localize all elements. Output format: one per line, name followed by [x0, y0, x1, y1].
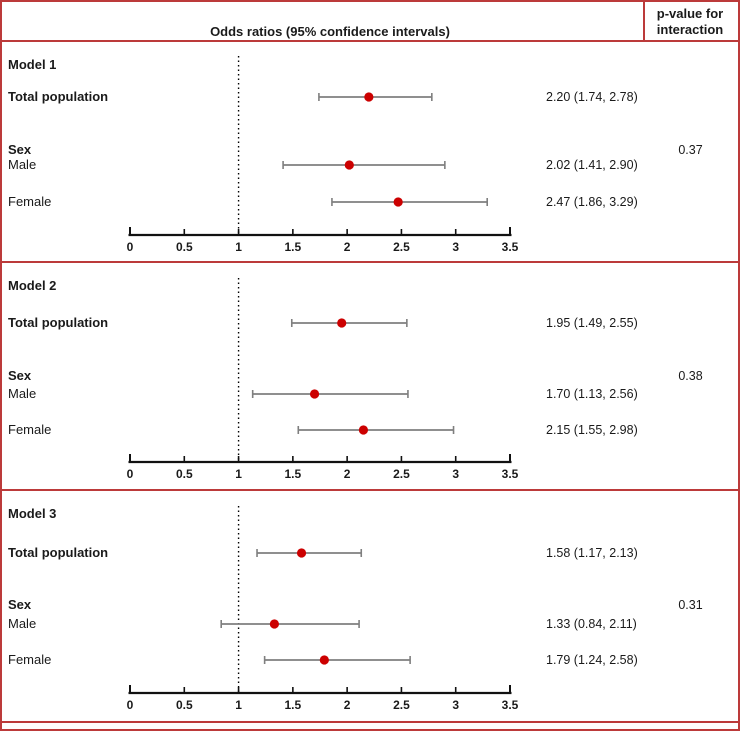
tick-label: 2.5 — [393, 240, 410, 254]
row-label-male: Male — [8, 616, 37, 631]
row-label-female: Female — [8, 422, 52, 437]
model-title: Model 1 — [8, 57, 57, 72]
panel-model-3: 0 0.5 1 1.5 2 2.5 3 3.5 Model 3 Sex Total populati… — [0, 490, 740, 722]
border-top — [0, 0, 740, 2]
row-label-total-population: Total population — [8, 89, 109, 104]
tick-label: 0.5 — [176, 240, 193, 254]
or-ci-text: 1.58 (1.17, 2.13) — [546, 546, 638, 560]
point-estimate-dot — [358, 425, 369, 435]
point-estimate-dot — [393, 197, 403, 207]
point-estimate-dot — [309, 389, 320, 399]
tick-label: 0 — [127, 240, 134, 254]
header-divider — [0, 40, 740, 42]
group-label-sex: Sex — [8, 142, 32, 157]
row-label-male: Male — [8, 386, 37, 401]
plot-svg: 0 0.5 1 1.5 2 2.5 3 3.5 — [127, 56, 519, 254]
tick-label: 1.5 — [285, 698, 302, 712]
row-label-total-population: Total population — [8, 545, 109, 560]
point-estimate-dot — [344, 160, 354, 170]
or-ci-text: 2.47 (1.86, 3.29) — [546, 195, 638, 209]
point-estimate-dot — [296, 548, 307, 558]
row-label-female: Female — [8, 652, 52, 667]
tick-label: 0 — [127, 698, 134, 712]
point-estimate-dot — [364, 92, 374, 102]
tick-label: 2 — [344, 240, 351, 254]
tick-label: 0 — [127, 467, 134, 481]
border-right — [738, 0, 740, 731]
panel-model-2: 0 0.5 1 1.5 2 2.5 3 3.5 Model 2 Sex Total populati… — [0, 262, 740, 490]
tick-label: 3.5 — [502, 698, 519, 712]
row-label-male: Male — [8, 157, 37, 172]
group-label-sex: Sex — [8, 597, 32, 612]
point-estimate-dot — [319, 655, 329, 665]
model-title: Model 3 — [8, 506, 57, 521]
tick-label: 1.5 — [285, 240, 302, 254]
or-ci-text: 1.33 (0.84, 2.11) — [546, 617, 637, 631]
p-interaction-value: 0.31 — [678, 598, 703, 612]
or-ci-text: 2.15 (1.55, 2.98) — [546, 423, 638, 437]
or-ci-text: 1.95 (1.49, 2.55) — [546, 316, 638, 330]
tick-label: 3 — [452, 240, 459, 254]
tick-label: 3 — [452, 698, 459, 712]
tick-label: 1.5 — [285, 467, 302, 481]
p-interaction-value: 0.38 — [678, 369, 703, 383]
border-bottom — [0, 729, 740, 731]
tick-label: 0.5 — [176, 467, 193, 481]
plot-svg: 0 0.5 1 1.5 2 2.5 3 3.5 — [127, 278, 519, 481]
border-left — [0, 0, 2, 731]
tick-label: 3 — [452, 467, 459, 481]
tick-label: 3.5 — [502, 240, 519, 254]
model-title: Model 2 — [8, 278, 57, 293]
point-estimate-dot — [337, 318, 347, 328]
panel-divider-2 — [0, 489, 740, 491]
point-estimate-dot — [269, 619, 279, 629]
tick-label: 2 — [344, 698, 351, 712]
or-ci-text: 1.70 (1.13, 2.56) — [546, 387, 638, 401]
or-ci-text: 1.79 (1.24, 2.58) — [546, 653, 638, 667]
row-label-female: Female — [8, 194, 52, 209]
p-interaction-value: 0.37 — [678, 143, 703, 157]
group-label-sex: Sex — [8, 368, 32, 383]
pvalue-column-header: p-value for interaction — [656, 6, 724, 37]
tick-label: 2 — [344, 467, 351, 481]
tick-label: 1 — [235, 467, 242, 481]
tick-label: 1 — [235, 698, 242, 712]
panel-divider-3 — [0, 721, 740, 723]
tick-label: 1 — [235, 240, 242, 254]
row-label-total-population: Total population — [8, 315, 109, 330]
pvalue-header-separator — [643, 0, 645, 42]
tick-label: 3.5 — [502, 467, 519, 481]
plot-svg: 0 0.5 1 1.5 2 2.5 3 3.5 — [127, 506, 519, 712]
or-ci-text: 2.20 (1.74, 2.78) — [546, 90, 638, 104]
tick-label: 2.5 — [393, 467, 410, 481]
tick-label: 2.5 — [393, 698, 410, 712]
panel-model-1: 0 0.5 1 1.5 2 2.5 3 3.5 Model 1 Sex Total populati… — [0, 40, 740, 262]
figure-title: Odds ratios (95% confidence intervals) — [210, 24, 450, 39]
panel-divider-1 — [0, 261, 740, 263]
tick-label: 0.5 — [176, 698, 193, 712]
or-ci-text: 2.02 (1.41, 2.90) — [546, 158, 638, 172]
